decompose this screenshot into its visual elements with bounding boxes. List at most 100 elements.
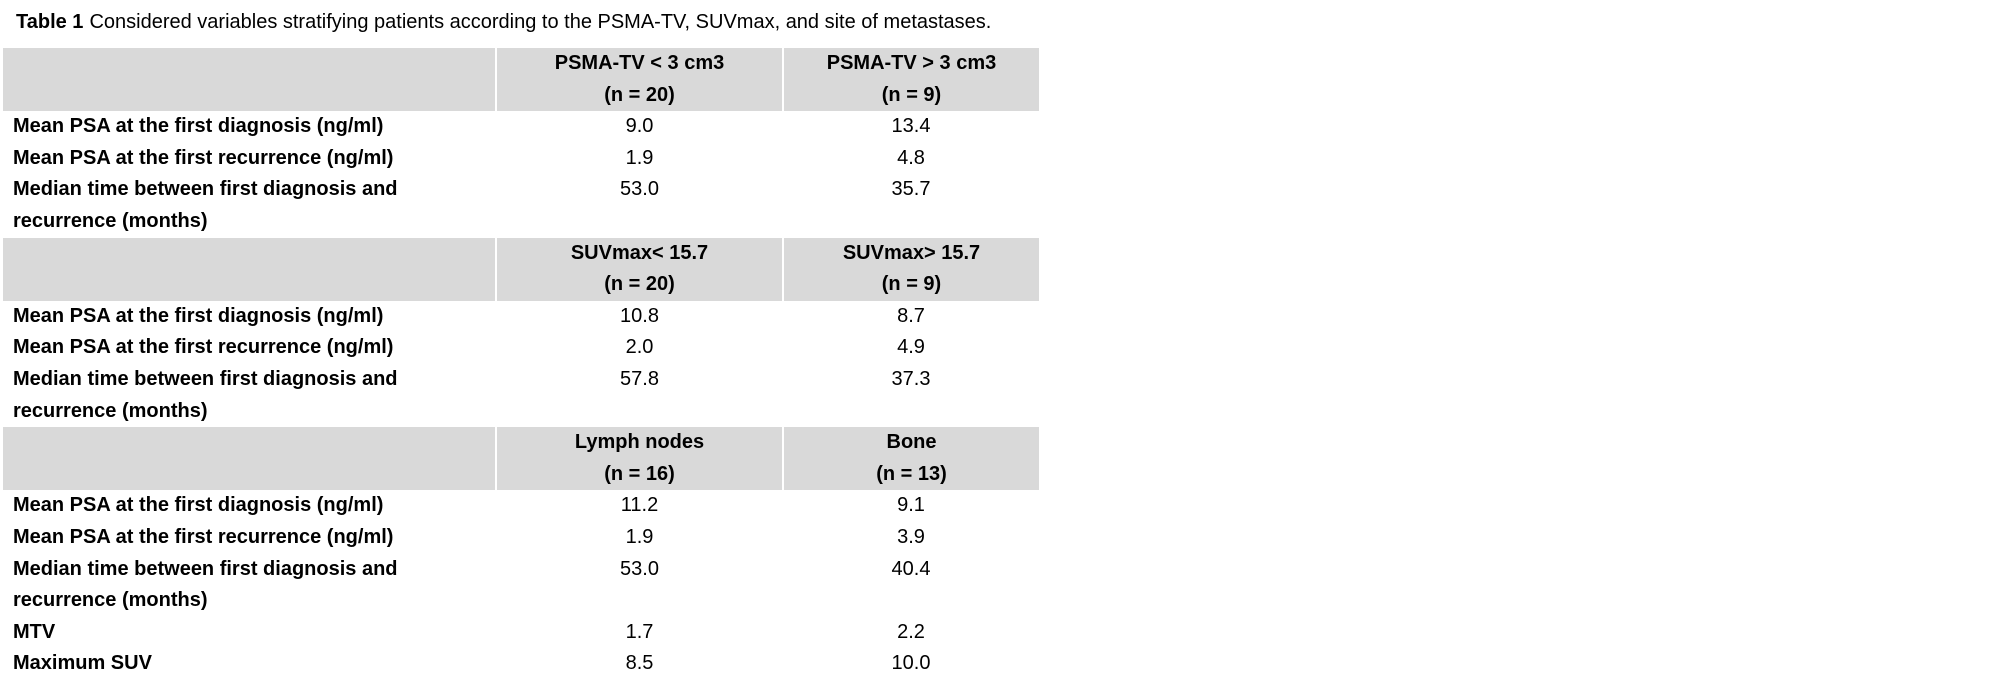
cell-value-cell: 1.9	[496, 522, 783, 554]
row-label-cell: Median time between first diagnosis and r…	[3, 364, 496, 427]
cell-value: 53.0	[620, 178, 659, 201]
row-label: Mean PSA at the first recurrence (ng/ml)	[13, 336, 394, 359]
data-row: Mean PSA at the first diagnosis (ng/ml) 9…	[3, 111, 1039, 143]
column-header-cell: Bone (n = 13)	[783, 427, 1039, 491]
column-header: PSMA-TV > 3 cm3	[826, 52, 997, 74]
data-row: Maximum SUV 8.5 10.0	[3, 648, 1039, 680]
column-header: SUVmax> 15.7	[842, 241, 981, 264]
data-row: Mean PSA at the first recurrence (ng/ml)…	[3, 143, 1039, 175]
row-label: Median time between first diagnosis and	[13, 178, 398, 201]
column-header: (n = 13)	[876, 462, 947, 485]
column-header: (n = 20)	[604, 83, 675, 106]
row-label-cell: Maximum SUV	[3, 648, 496, 680]
row-label-cell: Mean PSA at the first diagnosis (ng/ml)	[3, 490, 496, 522]
cell-value-cell: 8.7	[783, 301, 1039, 333]
cell-value-cell: 9.0	[496, 111, 783, 143]
row-label-cell: MTV	[3, 617, 496, 649]
cell-value: 35.7	[891, 178, 931, 201]
row-label-cell: Mean PSA at the first diagnosis (ng/ml)	[3, 301, 496, 333]
header-empty-cell	[3, 427, 497, 491]
column-header: SUVmax< 15.7	[570, 241, 709, 264]
table-caption: Table 1 Considered variables stratifying …	[16, 8, 991, 36]
data-row: Median time between first diagnosis and r…	[3, 174, 1039, 237]
row-label: Mean PSA at the first diagnosis (ng/ml)	[13, 494, 384, 517]
column-header: (n = 16)	[604, 462, 675, 485]
cell-value: 8.7	[897, 304, 925, 327]
cell-value-cell: 10.8	[496, 301, 783, 333]
row-label: Median time between first diagnosis and	[13, 557, 398, 580]
header-row: PSMA-TV < 3 cm3 (n = 20) PSMA-TV > 3 cm3 (n…	[3, 48, 1039, 112]
cell-value-cell: 9.1	[783, 490, 1039, 522]
cell-value-cell: 57.8	[496, 364, 783, 427]
cell-value: 40.4	[891, 557, 931, 580]
cell-value-cell: 4.9	[783, 332, 1039, 364]
column-header: (n = 9)	[881, 83, 942, 106]
cell-value-cell: 2.2	[783, 617, 1039, 649]
column-header-cell: SUVmax< 15.7 (n = 20)	[496, 237, 784, 301]
row-label: recurrence (months)	[13, 399, 208, 422]
cell-value-cell: 1.7	[496, 617, 783, 649]
data-row: Median time between first diagnosis and r…	[3, 554, 1039, 617]
row-label-cell: Mean PSA at the first recurrence (ng/ml)	[3, 143, 496, 175]
data-row: MTV 1.7 2.2	[3, 617, 1039, 649]
cell-value: 8.5	[625, 652, 654, 675]
column-header: (n = 20)	[604, 273, 675, 296]
header-empty-cell	[3, 48, 497, 112]
column-header: PSMA-TV < 3 cm3	[554, 52, 725, 74]
cell-value-cell: 35.7	[783, 174, 1039, 237]
cell-value-cell: 40.4	[783, 554, 1039, 617]
cell-value: 10.8	[620, 304, 659, 327]
caption-text: Considered variables stratifying patient…	[89, 11, 992, 33]
cell-value: 1.9	[625, 525, 654, 548]
header-empty-cell	[3, 237, 497, 301]
header-row: Lymph nodes (n = 16) Bone (n = 13)	[3, 427, 1039, 491]
cell-value-cell: 2.0	[496, 332, 783, 364]
cell-value: 1.7	[625, 620, 654, 643]
row-label: recurrence (months)	[13, 589, 208, 612]
data-row: Mean PSA at the first recurrence (ng/ml)…	[3, 522, 1039, 554]
cell-value: 2.0	[625, 336, 654, 359]
cell-value: 1.9	[625, 146, 654, 169]
cell-value-cell: 10.0	[783, 648, 1039, 680]
row-label-cell: Median time between first diagnosis and r…	[3, 174, 496, 237]
cell-value: 10.0	[891, 652, 931, 675]
row-label: Mean PSA at the first diagnosis (ng/ml)	[13, 304, 384, 327]
cell-value-cell: 3.9	[783, 522, 1039, 554]
column-header-cell: Lymph nodes (n = 16)	[496, 427, 784, 491]
cell-value: 11.2	[620, 494, 659, 517]
header-row: SUVmax< 15.7 (n = 20) SUVmax> 15.7 (n = 9)	[3, 237, 1039, 301]
row-label: Mean PSA at the first diagnosis (ng/ml)	[13, 115, 384, 138]
row-label: Mean PSA at the first recurrence (ng/ml)	[13, 525, 394, 548]
cell-value: 9.1	[897, 494, 925, 517]
row-label-cell: Mean PSA at the first diagnosis (ng/ml)	[3, 111, 496, 143]
cell-value-cell: 4.8	[783, 143, 1039, 175]
cell-value-cell: 13.4	[783, 111, 1039, 143]
column-header-cell: PSMA-TV > 3 cm3 (n = 9)	[783, 48, 1039, 112]
cell-value-cell: 11.2	[496, 490, 783, 522]
cell-value-cell: 53.0	[496, 174, 783, 237]
data-row: Mean PSA at the first recurrence (ng/ml)…	[3, 332, 1039, 364]
cell-value: 4.8	[897, 146, 925, 169]
cell-value: 3.9	[897, 525, 925, 548]
cell-value: 57.8	[620, 367, 659, 390]
row-label: recurrence (months)	[13, 209, 208, 232]
cell-value-cell: 37.3	[783, 364, 1039, 427]
cell-value: 4.9	[897, 336, 925, 359]
cell-value: 2.2	[897, 620, 925, 643]
column-header: Lymph nodes	[574, 431, 705, 454]
column-header: (n = 9)	[881, 273, 942, 296]
row-label-cell: Mean PSA at the first recurrence (ng/ml)	[3, 522, 496, 554]
cell-value-cell: 8.5	[496, 648, 783, 680]
data-row: Mean PSA at the first diagnosis (ng/ml) 1…	[3, 301, 1039, 333]
cell-value: 53.0	[620, 557, 659, 580]
data-row: Mean PSA at the first diagnosis (ng/ml) 1…	[3, 490, 1039, 522]
column-header-cell: PSMA-TV < 3 cm3 (n = 20)	[496, 48, 784, 112]
cell-value: 37.3	[891, 367, 931, 390]
cell-value-cell: 53.0	[496, 554, 783, 617]
cell-value: 13.4	[891, 115, 931, 138]
row-label: MTV	[13, 620, 56, 643]
cell-value-cell: 1.9	[496, 143, 783, 175]
column-header-cell: SUVmax> 15.7 (n = 9)	[783, 237, 1039, 301]
row-label: Mean PSA at the first recurrence (ng/ml)	[13, 146, 394, 169]
